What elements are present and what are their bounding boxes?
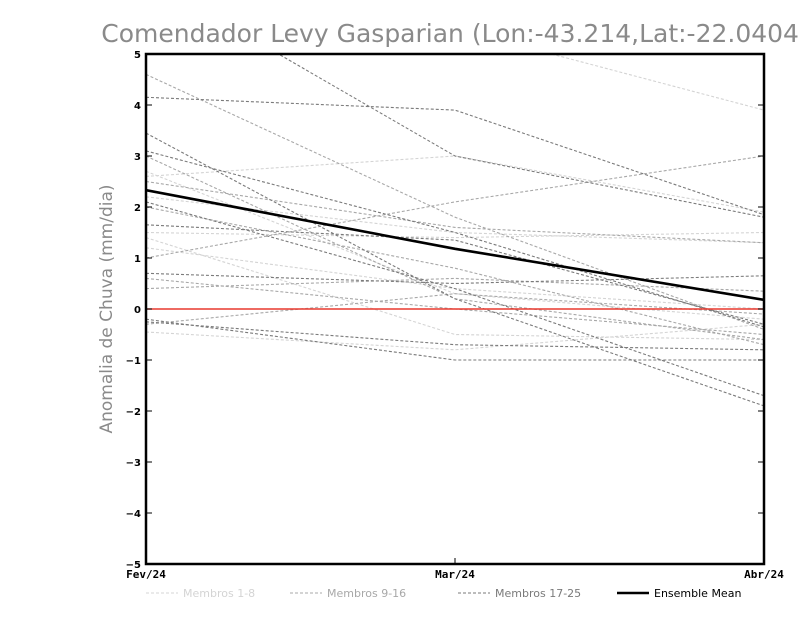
y-tick-label: −3 (126, 458, 141, 469)
x-tick-label: Mar/24 (435, 568, 475, 581)
y-tick-label: −1 (126, 356, 141, 367)
y-tick-label: 3 (134, 152, 141, 163)
x-axis: Fev/24 Mar/24 Abr/24 (126, 558, 784, 581)
series-line-membro-3 (146, 323, 764, 351)
mean-layer (146, 188, 764, 302)
series-line-membro-13 (146, 293, 764, 325)
series-line-membro-19 (146, 150, 764, 328)
series-line-membro-18 (146, 132, 764, 407)
series-line-membro-1 (146, 155, 764, 213)
series-line-membro-8 (146, 196, 764, 244)
series-line-membro-24 (146, 318, 764, 361)
y-tick-label: 4 (134, 101, 141, 112)
series-line-membro-16 (146, 206, 764, 346)
y-tick-label: −4 (126, 509, 141, 520)
legend-label-membros-17-25: Membros 17-25 (495, 587, 581, 600)
series-layer (146, 54, 764, 407)
legend-label-membros-1-8: Membros 1-8 (183, 587, 255, 600)
y-tick-label: −2 (126, 407, 141, 418)
y-axis-label: Anomalia de Chuva (mm/dia) (97, 184, 117, 433)
y-tick-label: 1 (134, 254, 141, 265)
legend-label-membros-9-16: Membros 9-16 (327, 587, 406, 600)
legend-label-ensemble-mean: Ensemble Mean (654, 587, 741, 600)
x-tick-label: Fev/24 (126, 568, 166, 581)
y-tick-label: 0 (134, 305, 141, 316)
y-tick-label: 5 (134, 50, 141, 61)
legend: Membros 1-8 Membros 9-16 Membros 17-25 Ense… (146, 587, 741, 600)
ensemble-mean-line (146, 188, 764, 302)
y-tick-label: 2 (134, 203, 141, 214)
series-line-membro-4 (146, 231, 764, 239)
series-line-membro-2 (146, 237, 764, 341)
series-line-membro-23 (146, 321, 764, 351)
series-line-membro-5 (146, 170, 764, 320)
y-tick-label: −5 (126, 560, 141, 571)
series-line-membro-11 (146, 155, 764, 259)
series-line-membro-9 (146, 73, 764, 330)
series-line-membro-20 (146, 201, 764, 397)
series-line-membro-17 (146, 96, 764, 216)
series-line-membro-22 (146, 272, 764, 285)
chart-title: Comendador Levy Gasparian (Lon:-43.214,L… (101, 19, 800, 48)
y-axis: 5 4 3 2 1 0 −1 −2 −3 −4 −5 (126, 50, 764, 571)
series-line-membro-12 (146, 277, 764, 292)
series-line-membro-14 (146, 180, 764, 244)
series-line-membro-25 (277, 54, 764, 218)
series-line-membro-21 (146, 224, 764, 325)
x-tick-label: Abr/24 (744, 568, 784, 581)
